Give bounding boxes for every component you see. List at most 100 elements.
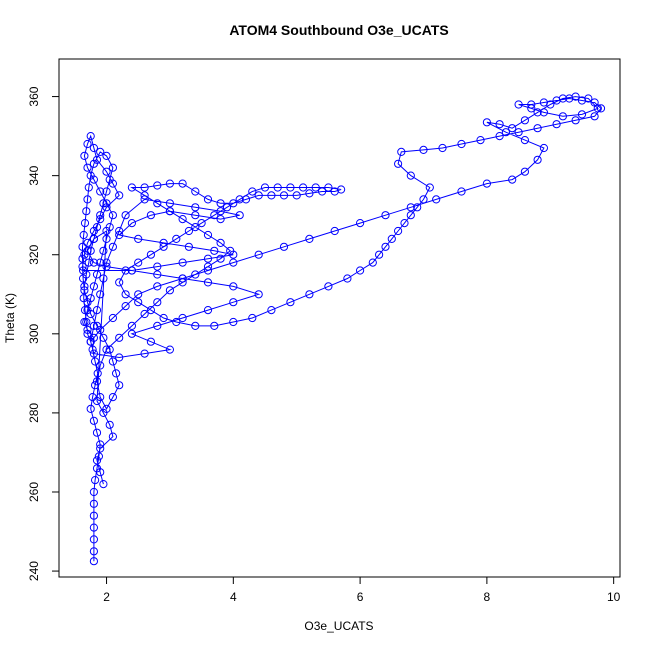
data-point <box>89 143 99 153</box>
data-point <box>102 226 111 236</box>
data-point <box>91 357 100 366</box>
data-point <box>457 187 466 196</box>
data-point <box>184 242 193 251</box>
data-point <box>229 199 238 208</box>
data-point <box>254 191 263 200</box>
data-point <box>324 282 333 291</box>
data-point <box>89 282 99 291</box>
data-point <box>305 189 314 198</box>
data-point <box>375 250 384 259</box>
data-point <box>216 207 225 216</box>
data-point <box>102 262 111 271</box>
data-point <box>115 226 124 236</box>
data-point <box>178 258 187 267</box>
data-point <box>80 282 89 291</box>
data-point <box>115 353 124 362</box>
data-point <box>89 349 99 358</box>
data-point <box>79 230 88 240</box>
data-point <box>165 199 174 208</box>
data-point <box>146 337 155 346</box>
data-point <box>203 195 213 204</box>
data-point <box>121 211 130 220</box>
data-point <box>508 175 517 184</box>
data-point <box>92 306 102 315</box>
data-point <box>146 306 155 315</box>
data-point <box>86 246 95 255</box>
data-point <box>596 104 606 113</box>
data-point <box>184 226 193 236</box>
data-point <box>508 124 517 133</box>
data-point <box>92 456 102 465</box>
data-point <box>159 313 168 323</box>
data-point <box>381 242 390 251</box>
data-point <box>91 381 100 390</box>
data-point <box>115 278 124 287</box>
data-point <box>216 238 225 247</box>
x-tick-label: 10 <box>607 590 621 604</box>
data-point <box>83 246 92 255</box>
data-point <box>84 183 93 192</box>
y-tick-label: 280 <box>27 403 41 423</box>
data-point <box>115 191 124 200</box>
data-point <box>89 535 99 544</box>
x-tick-label: 8 <box>484 590 491 604</box>
data-point <box>394 159 403 168</box>
data-point <box>92 377 102 386</box>
data-point <box>216 215 225 224</box>
data-point <box>96 361 105 370</box>
data-point <box>153 270 162 279</box>
data-point <box>108 313 118 323</box>
data-point <box>406 203 415 212</box>
data-point <box>78 254 87 263</box>
data-point <box>495 120 504 129</box>
data-point <box>165 179 174 188</box>
data-point <box>501 128 510 137</box>
data-point <box>93 369 102 378</box>
data-point <box>86 404 95 413</box>
data-point <box>197 219 206 228</box>
data-point <box>127 266 136 275</box>
data-point <box>80 306 90 315</box>
data-point <box>222 203 232 212</box>
x-axis-label: O3e_UCATS <box>304 619 373 633</box>
data-point <box>99 480 108 489</box>
data-point <box>86 171 95 180</box>
data-point <box>115 381 124 390</box>
data-point <box>241 195 251 204</box>
data-point <box>191 187 200 196</box>
data-point <box>115 333 124 342</box>
data-point <box>79 294 88 303</box>
data-point <box>248 187 257 196</box>
data-point <box>83 329 92 338</box>
data-point <box>203 230 213 240</box>
y-tick-label: 320 <box>27 244 41 264</box>
data-point <box>96 147 105 156</box>
data-point <box>267 306 276 315</box>
x-tick-label: 2 <box>103 590 110 604</box>
data-point <box>140 309 149 319</box>
data-point <box>80 219 90 228</box>
data-point <box>86 337 95 346</box>
data-point <box>286 298 295 307</box>
data-point <box>457 139 466 149</box>
data-point <box>406 171 415 180</box>
data-point <box>413 203 422 212</box>
data-point <box>229 282 238 291</box>
data-point <box>99 246 108 255</box>
data-point <box>96 440 105 449</box>
data-point <box>514 100 523 109</box>
data-point <box>533 108 542 117</box>
data-point <box>89 547 99 556</box>
data-point <box>279 191 289 200</box>
data-point <box>153 298 162 307</box>
data-point <box>153 262 162 271</box>
data-point <box>127 321 136 330</box>
data-point <box>134 234 143 243</box>
data-point <box>191 211 200 220</box>
data-point <box>83 325 92 334</box>
data-point <box>89 416 99 425</box>
data-point <box>115 230 124 240</box>
data-point <box>292 191 301 200</box>
data-point <box>593 104 602 113</box>
